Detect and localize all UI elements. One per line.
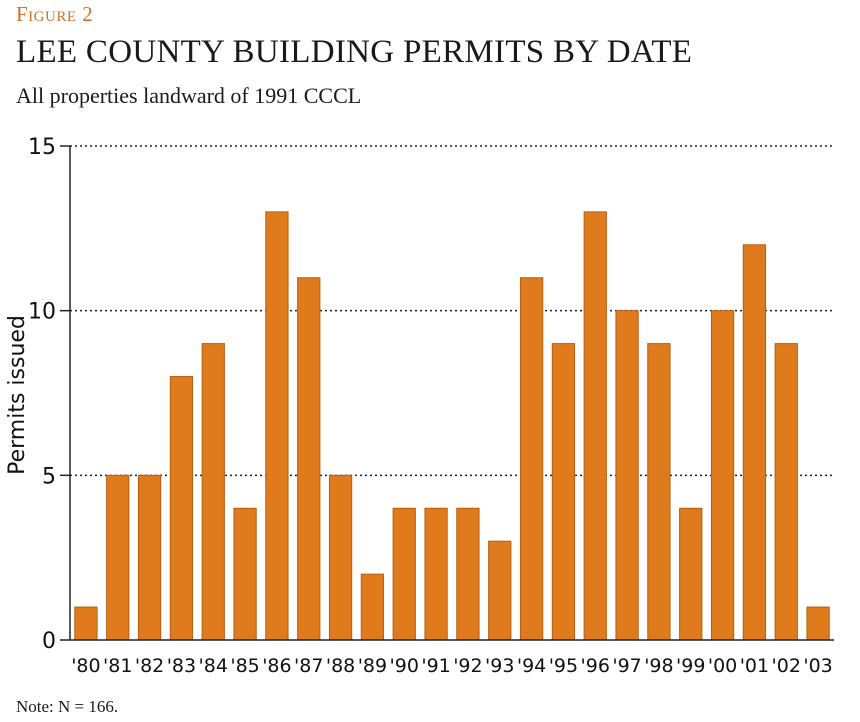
axes (60, 146, 834, 641)
y-axis-label: Permits issued (5, 315, 30, 475)
x-tick-label: '81 (103, 655, 132, 677)
x-tick-label: '93 (485, 655, 514, 677)
x-tick-label: '83 (167, 655, 196, 677)
bar-12 (456, 507, 480, 641)
x-tick-label: '80 (71, 655, 100, 677)
bar-9 (360, 573, 385, 641)
bar-5 (233, 507, 257, 641)
bar-23 (806, 606, 830, 641)
x-tick-label: '82 (135, 655, 164, 677)
bar-22 (774, 343, 798, 641)
bar-1 (106, 474, 130, 641)
x-tick-label: '94 (517, 655, 546, 677)
y-tick-label: 5 (42, 464, 56, 489)
note: Note: N = 166. (16, 697, 119, 716)
x-tick-label: '92 (453, 655, 482, 677)
x-tick-label: '85 (230, 655, 259, 677)
y-tick-labels: 0 5 10 15 (28, 135, 56, 654)
bar-8 (328, 474, 353, 641)
bar-6 (265, 211, 289, 641)
bar-20 (710, 310, 735, 641)
figure-label: Figure 2 (16, 2, 94, 26)
bar-4 (201, 343, 225, 641)
bar-10 (392, 507, 416, 641)
bar-17 (615, 310, 639, 641)
x-tick-label: '99 (676, 655, 705, 677)
x-tick-label: '01 (740, 655, 769, 677)
bar-16 (583, 211, 607, 641)
x-tick-label: '89 (358, 655, 387, 677)
bar-3 (169, 376, 194, 641)
x-tick-label: '02 (772, 655, 801, 677)
chart-subtitle: All properties landward of 1991 CCCL (16, 83, 362, 108)
y-tick-label: 15 (28, 135, 56, 160)
y-tick-label: 10 (28, 300, 56, 325)
x-tick-label: '97 (612, 655, 641, 677)
x-tick-label: '88 (326, 655, 355, 677)
y-tick-label: 0 (42, 629, 56, 654)
bar-15 (551, 343, 576, 641)
x-tick-label: '87 (294, 655, 323, 677)
x-tick-label: '96 (581, 655, 610, 677)
bar-14 (519, 277, 544, 641)
x-tick-label: '00 (708, 655, 737, 677)
chart-title: LEE COUNTY BUILDING PERMITS BY DATE (16, 34, 693, 70)
x-tick-label: '03 (803, 655, 832, 677)
x-tick-label: '95 (549, 655, 578, 677)
bar-21 (742, 244, 767, 641)
gridlines (60, 145, 834, 477)
bar-18 (647, 343, 671, 641)
x-tick-label: '90 (390, 655, 419, 677)
x-tick-label: '86 (262, 655, 291, 677)
x-tick-label: '98 (644, 655, 673, 677)
x-tick-label: '84 (199, 655, 228, 677)
bar-13 (488, 540, 512, 641)
bars (74, 211, 830, 641)
bar-11 (424, 507, 448, 641)
x-tick-labels: '80'81'82'83'84'85'86'87'88'89'90'91'92 '… (71, 655, 833, 677)
bar-7 (297, 277, 321, 641)
bar-19 (679, 507, 703, 641)
bar-0 (74, 606, 98, 641)
bar-2 (137, 474, 162, 641)
x-tick-label: '91 (421, 655, 450, 677)
